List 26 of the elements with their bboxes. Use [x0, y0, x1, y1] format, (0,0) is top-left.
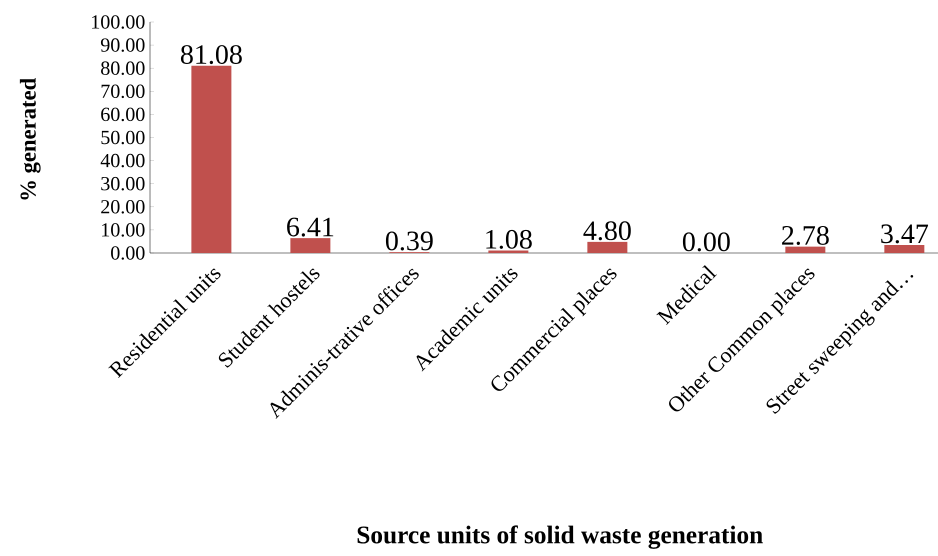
y-tick-label: 20.00: [101, 200, 145, 214]
data-label: 2.78: [782, 226, 829, 245]
y-axis-title: % generated: [20, 78, 41, 200]
data-label: 6.41: [287, 218, 334, 237]
y-tick-label: 70.00: [102, 84, 145, 98]
data-label: 0.00: [682, 232, 730, 252]
bar: [884, 244, 924, 253]
x-axis-title: Source units of solid waste generation: [358, 525, 763, 549]
y-tick-label: 60.00: [101, 108, 145, 122]
y-tick-label: 10.00: [102, 223, 145, 237]
y-tick-label: 50.00: [101, 130, 145, 144]
data-label: 4.80: [583, 221, 631, 240]
y-tick-label: 90.00: [100, 38, 145, 52]
bar: [587, 242, 628, 253]
data-label: 1.08: [486, 230, 532, 249]
bar: [290, 238, 330, 253]
y-tick-label: 30.00: [101, 176, 145, 190]
bar: [191, 66, 232, 253]
data-label: 0.39: [386, 231, 433, 250]
data-label: 3.47: [881, 224, 928, 244]
y-tick-label: 40.00: [100, 154, 145, 168]
y-tick-label: 0.00: [111, 246, 145, 260]
y-tick-label: 80.00: [101, 61, 145, 75]
bar: [785, 246, 826, 253]
y-tick-label: 100.00: [92, 15, 145, 29]
data-label: 81.08: [180, 45, 242, 64]
